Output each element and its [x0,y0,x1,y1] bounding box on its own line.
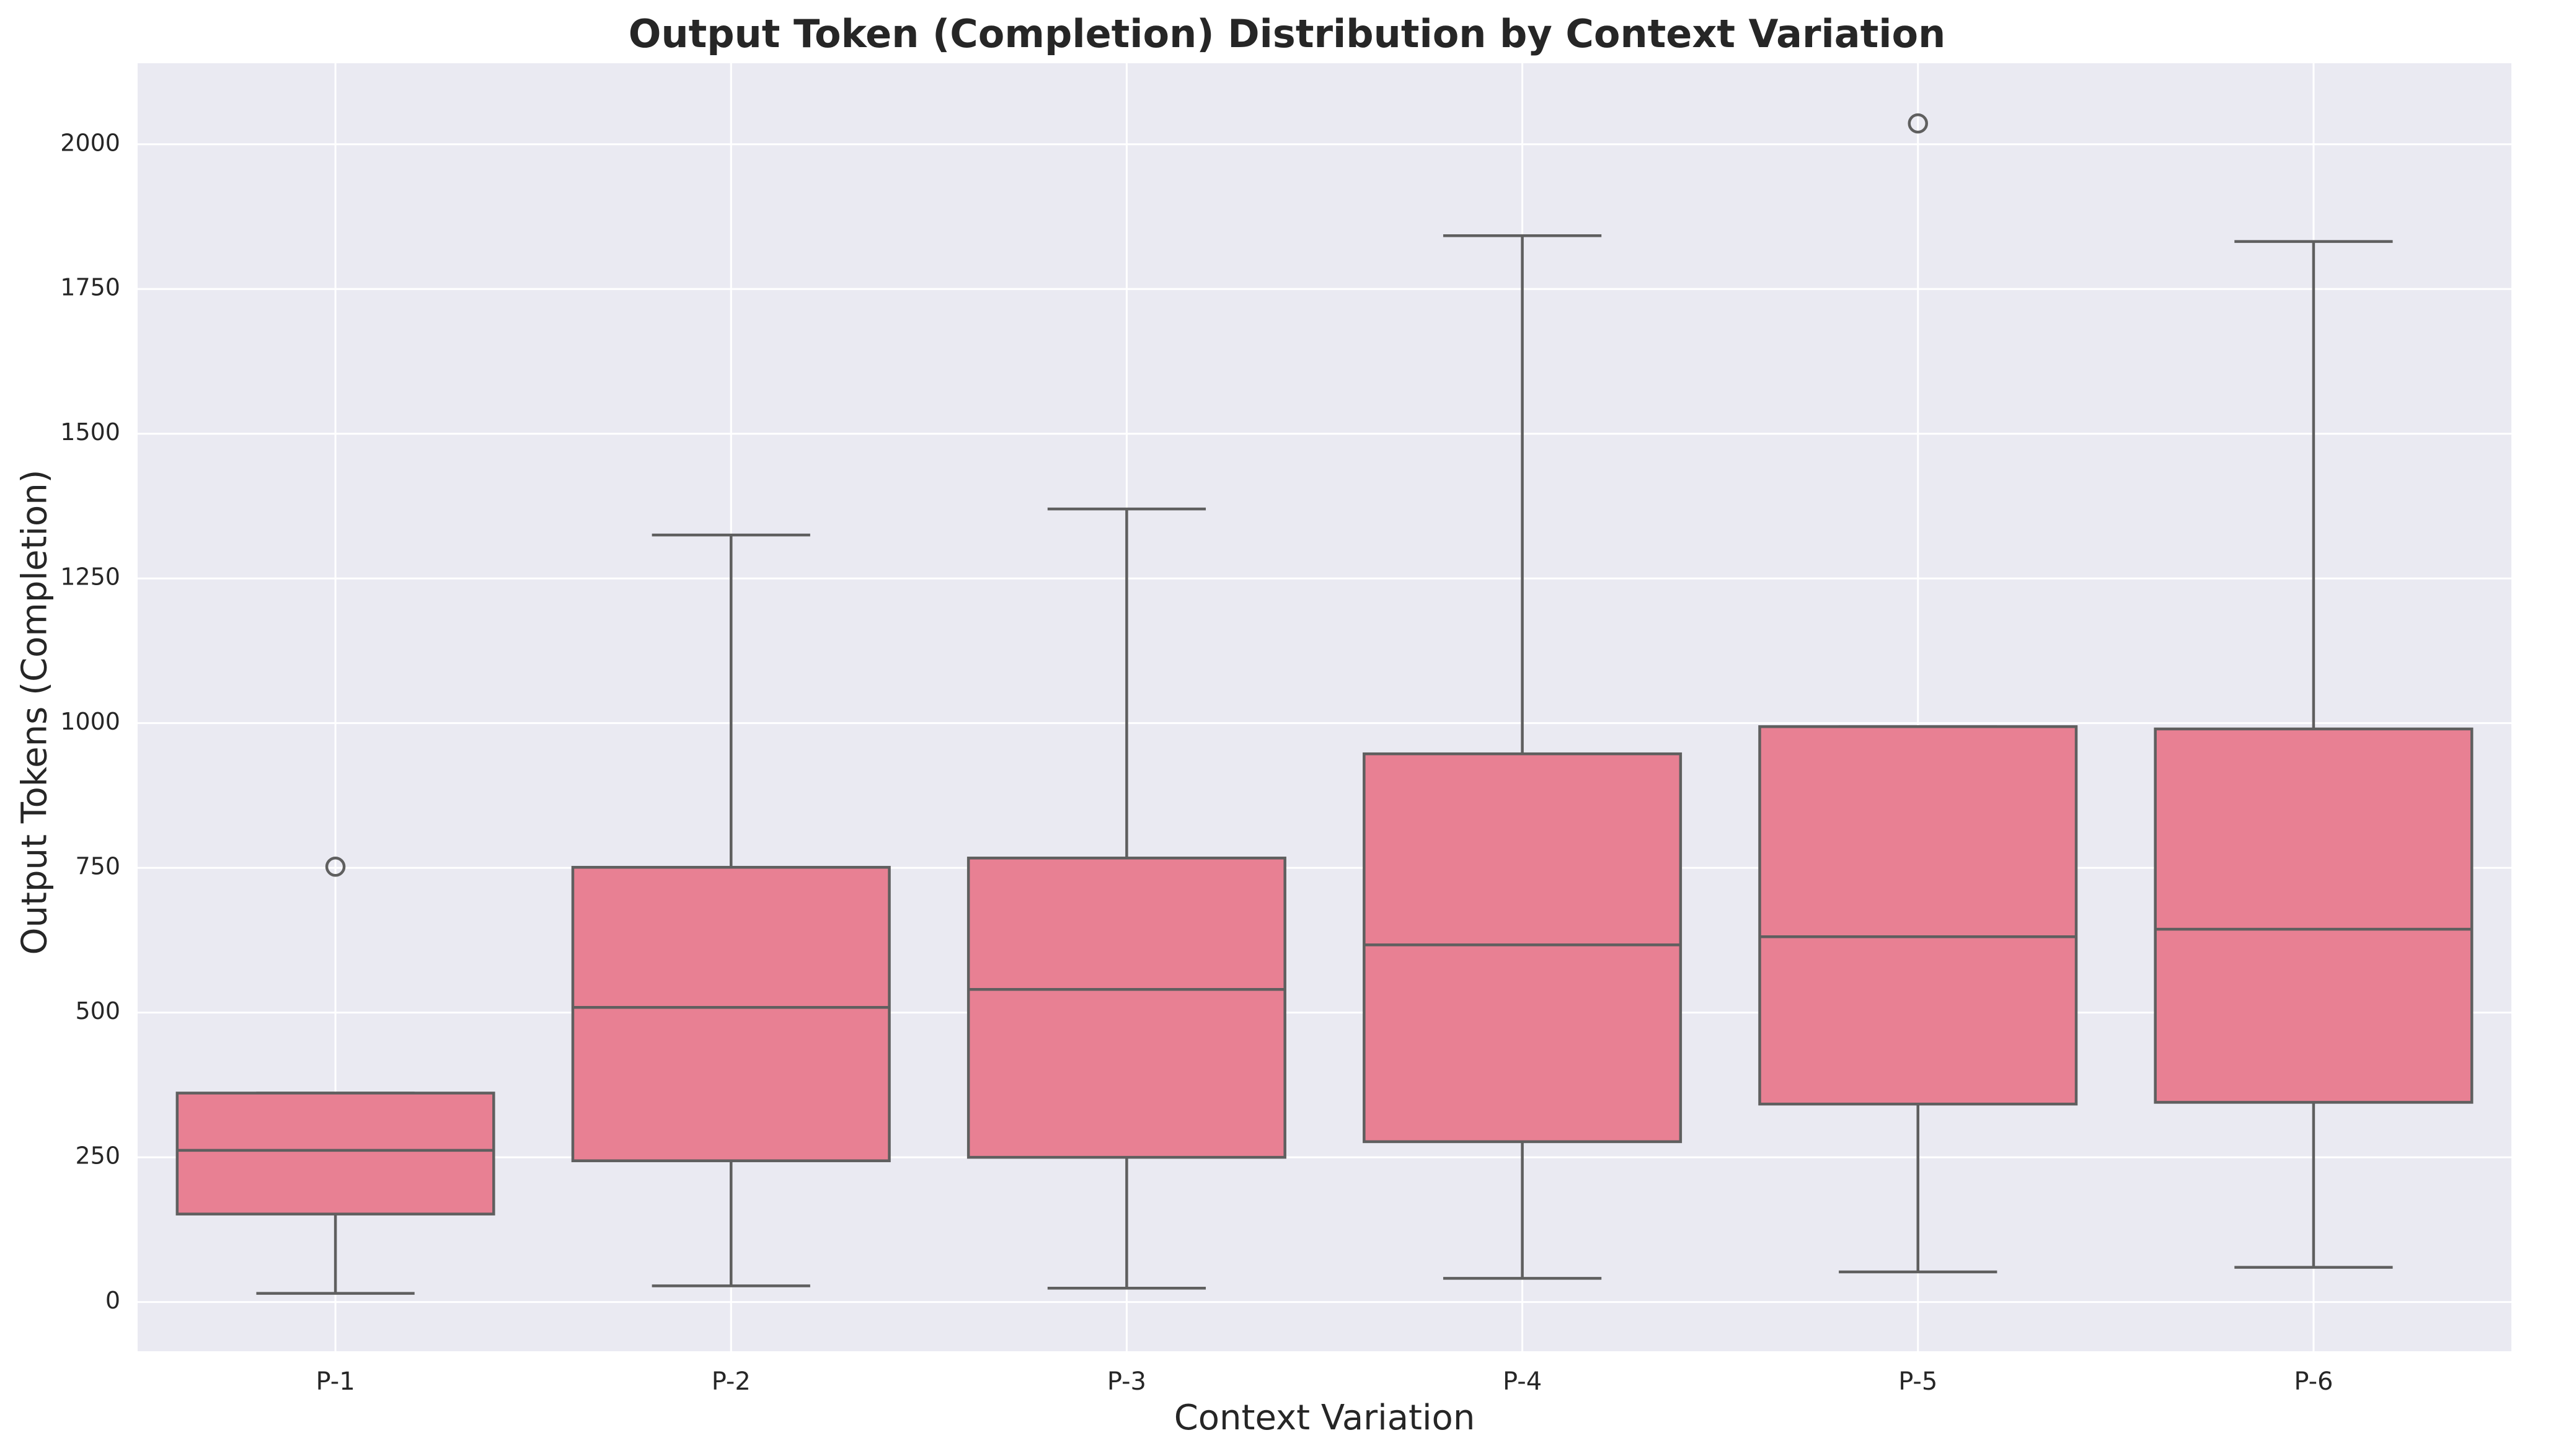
plot-background [138,63,2511,1351]
chart-title: Output Token (Completion) Distribution b… [628,11,1946,56]
box-p-4 [1363,752,1683,1144]
y-axis-label: Output Tokens (Completion) [14,469,55,955]
y-tick-label: 0 [105,1287,120,1314]
x-tick-label: P-5 [1898,1367,1937,1396]
box-p-3 [966,857,1286,1159]
y-tick-label: 1000 [60,708,120,735]
x-tick-label: P-3 [1107,1367,1146,1396]
y-tick-label: 2000 [60,129,120,156]
x-tick-label: P-2 [712,1367,751,1396]
box-p-1 [175,1092,495,1216]
x-axis-label: Context Variation [1174,1398,1475,1438]
y-tick-label: 1250 [60,563,120,591]
outlier-point [1908,113,1928,134]
x-tick-label: P-4 [1503,1367,1542,1396]
y-tick-label: 1500 [60,418,120,446]
box-p-6 [2154,727,2474,1104]
x-tick-label: P-1 [316,1367,355,1396]
y-tick-label: 1750 [60,274,120,301]
y-tick-label: 500 [75,997,120,1025]
outlier-point [325,857,346,877]
x-tick-label: P-6 [2294,1367,2333,1396]
box-p-2 [571,865,891,1162]
y-tick-label: 250 [75,1142,120,1170]
box-p-5 [1758,725,2078,1106]
y-tick-label: 750 [75,853,120,880]
